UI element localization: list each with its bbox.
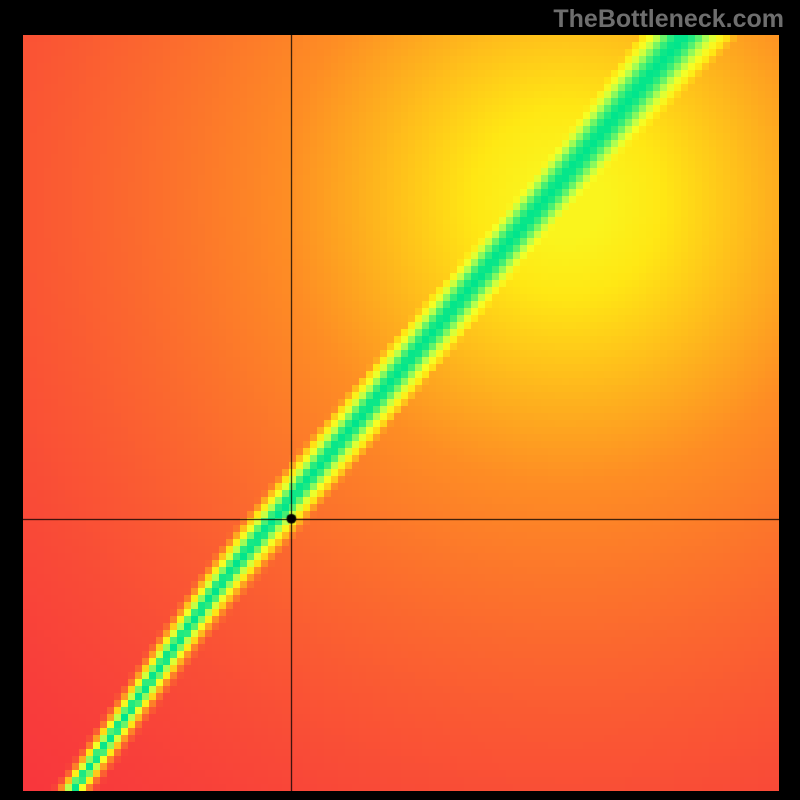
- watermark-text: TheBottleneck.com: [553, 5, 784, 34]
- crosshair-overlay: [23, 35, 779, 791]
- chart-root: TheBottleneck.com: [0, 0, 800, 800]
